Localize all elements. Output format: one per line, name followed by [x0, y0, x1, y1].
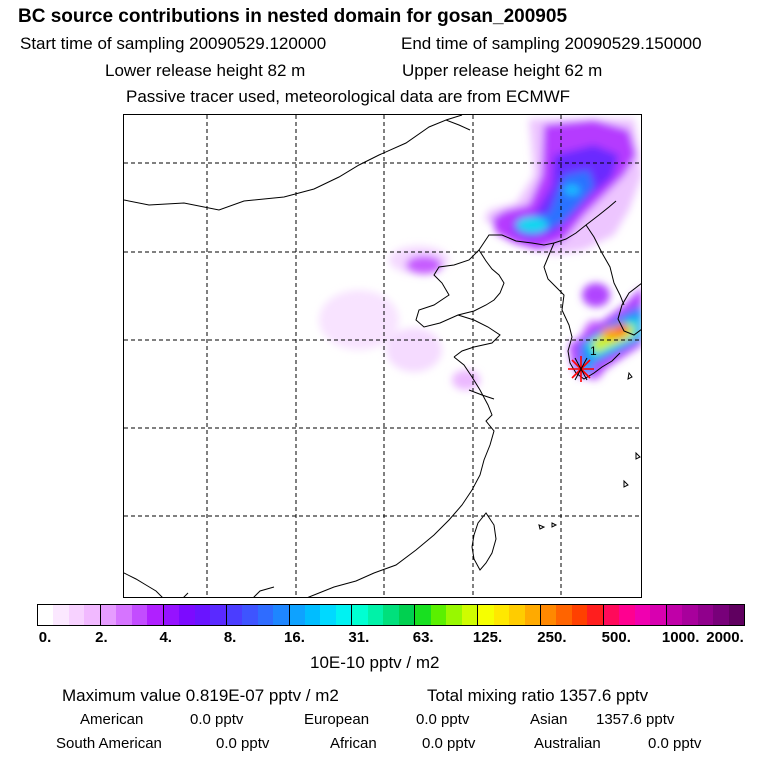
colorbar-swatch: [634, 605, 651, 625]
colorbar-swatch: [351, 605, 368, 625]
colorbar-tick-label: 125.: [472, 629, 503, 646]
colorbar-tick-label: 4.: [159, 629, 172, 646]
region-name-australian: Australian: [534, 735, 601, 752]
tracer-note-text: Passive tracer used, meteorological data…: [126, 87, 571, 106]
colorbar-swatch: [493, 605, 510, 625]
colorbar: [37, 604, 745, 626]
region-value-european: 0.0 pptv: [416, 711, 470, 728]
colorbar-swatch: [320, 605, 336, 625]
receptor-label: 1: [590, 344, 597, 358]
colorbar-swatch: [367, 605, 384, 625]
colorbar-swatch: [571, 605, 588, 625]
end-sampling-text: End time of sampling 20090529.150000: [401, 34, 702, 53]
region-name-european: European: [304, 711, 370, 728]
receptor-marker: 1: [568, 344, 597, 382]
colorbar-swatch: [304, 605, 321, 625]
colorbar-tick-label: 1000.: [661, 629, 700, 646]
lower-release-text: Lower release height 82 m: [105, 61, 306, 80]
colorbar-swatch: [540, 605, 557, 625]
colorbar-swatch: [524, 605, 540, 625]
colorbar-swatch: [99, 605, 117, 625]
colorbar-swatch: [179, 605, 195, 625]
colorbar-swatch: [335, 605, 352, 625]
region-name-south-american: South American: [56, 735, 162, 752]
plot-title: BC source contributions in nested domain…: [18, 6, 568, 27]
colorbar-tick-label: 63.: [412, 629, 434, 646]
colorbar-units: 10E-10 pptv / m2: [310, 653, 440, 672]
colorbar-swatch: [288, 605, 305, 625]
maximum-value-text: Maximum value 0.819E-07 pptv / m2: [62, 686, 339, 705]
colorbar-swatch: [682, 605, 698, 625]
region-name-african: African: [330, 735, 377, 752]
colorbar-tick-label: 500.: [601, 629, 631, 646]
colorbar-swatch: [210, 605, 226, 625]
colorbar-swatch: [194, 605, 211, 625]
colorbar-swatch: [430, 605, 447, 625]
colorbar-swatch: [619, 605, 635, 625]
colorbar-swatch: [68, 605, 85, 625]
colorbar-swatch: [414, 605, 431, 625]
colorbar-swatch: [713, 605, 729, 625]
map-panel: 1: [123, 114, 642, 598]
region-value-asian: 1357.6 pptv: [596, 711, 675, 728]
region-value-australian: 0.0 pptv: [648, 735, 702, 752]
colorbar-swatch: [665, 605, 683, 625]
total-mixing-ratio-text: Total mixing ratio 1357.6 pptv: [427, 686, 649, 705]
colorbar-swatch: [697, 605, 714, 625]
colorbar-swatch: [461, 605, 478, 625]
colorbar-swatch: [446, 605, 462, 625]
colorbar-tick-label: 16.: [284, 629, 305, 646]
region-value-african: 0.0 pptv: [422, 735, 476, 752]
coastlines: [124, 115, 641, 597]
upper-release-text: Upper release height 62 m: [402, 61, 603, 80]
colorbar-swatch: [225, 605, 243, 625]
colorbar-swatch: [509, 605, 525, 625]
region-value-american: 0.0 pptv: [190, 711, 244, 728]
colorbar-swatch: [84, 605, 100, 625]
colorbar-swatch: [556, 605, 572, 625]
colorbar-swatch: [477, 605, 494, 625]
colorbar-swatch: [162, 605, 180, 625]
colorbar-tick-label: 250.: [537, 629, 567, 646]
region-name-asian: Asian: [530, 711, 568, 728]
region-value-south-american: 0.0 pptv: [216, 735, 270, 752]
colorbar-tick-label: 2000.: [706, 629, 744, 646]
colorbar-swatch: [383, 605, 399, 625]
grid-lines: [124, 115, 641, 597]
colorbar-swatch: [587, 605, 603, 625]
colorbar-swatch: [147, 605, 163, 625]
colorbar-tick-label: 8.: [223, 629, 237, 646]
colorbar-swatch: [650, 605, 666, 625]
colorbar-swatch: [257, 605, 274, 625]
concentration-field: [319, 119, 641, 390]
colorbar-swatch: [116, 605, 132, 625]
colorbar-swatch: [38, 605, 54, 625]
colorbar-swatch: [602, 605, 620, 625]
colorbar-swatch: [273, 605, 289, 625]
star-icon: [568, 356, 594, 382]
colorbar-swatch: [242, 605, 258, 625]
colorbar-swatch: [53, 605, 69, 625]
colorbar-tick-label: 2.: [95, 629, 108, 646]
colorbar-tick-label: 0.: [38, 629, 52, 646]
map-canvas: 1: [124, 115, 641, 597]
start-sampling-text: Start time of sampling 20090529.120000: [20, 34, 327, 53]
colorbar-tick-label: 31.: [348, 629, 370, 646]
colorbar-swatch: [131, 605, 148, 625]
colorbar-swatch: [728, 605, 745, 625]
colorbar-swatch: [398, 605, 415, 625]
region-name-american: American: [80, 711, 144, 728]
